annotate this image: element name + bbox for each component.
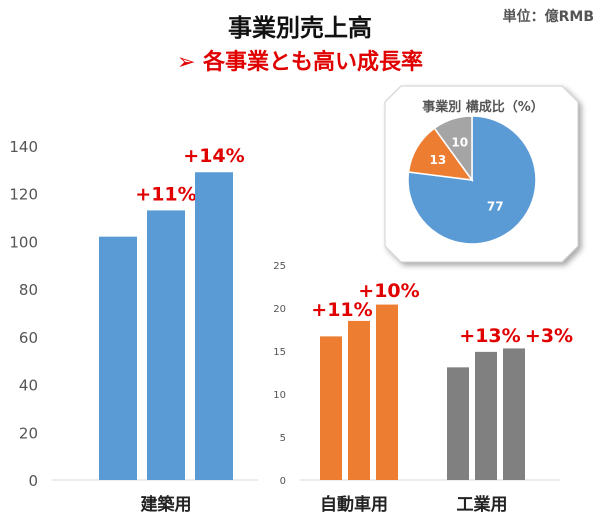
y-tick-label: 100 [9,233,38,251]
y-tick-label: 15 [273,347,286,358]
y-tick-label: 0 [28,472,38,490]
y-tick-label: 0 [280,476,286,487]
y-tick-label: 40 [19,377,38,395]
growth-label: +11% [135,183,196,205]
bar-industrial-2 [475,351,497,480]
category-label: 工業用 [457,494,508,515]
growth-label: +14% [183,145,244,167]
auto-industrial-bar-chart: 0 5 10 15 20 25 自動車用 工業用 +11%+10% +13% +3% [273,261,573,515]
category-label: 建築用 [141,494,192,515]
bar-industrial-3 [503,348,525,480]
pie-slice-label: 77 [487,199,504,213]
pie-slice-label: 10 [451,135,468,149]
growth-label: +3% [525,325,573,347]
pie-title: 事業別 構成比（%） [422,99,544,115]
growth-label: +13% [459,325,520,347]
construction-bar-chart: 0 20 40 60 80 100 120 140 +11% +14% 建築用 [9,138,258,515]
y-tick-label: 120 [9,186,38,204]
page-title: 事業別売上高 [228,14,372,42]
pie-slice-label: 13 [429,153,446,167]
bar-auto-2 [348,320,370,480]
y-tick-label: 20 [19,424,38,442]
bar-auto-3 [376,304,398,480]
y-tick-label: 10 [273,390,286,401]
bar-industrial-1 [447,367,469,480]
bar-construction-3 [195,172,233,480]
y-tick-label: 140 [9,138,38,156]
composition-pie-chart: 事業別 構成比（%） 77 13 10 [384,85,579,263]
growth-label: +10% [358,280,419,302]
growth-label: +11% [311,299,372,321]
category-label: 自動車用 [320,494,388,515]
pie-slice [407,115,537,245]
y-tick-label: 20 [273,304,286,315]
bar-construction-2 [147,210,185,480]
page-subtitle: ➢ 各事業とも高い成長率 [176,50,424,75]
y-tick-label: 60 [19,329,38,347]
y-tick-label: 25 [273,261,286,272]
y-tick-label: 5 [280,433,286,444]
y-tick-label: 80 [19,281,38,299]
bar-auto-1 [320,336,342,480]
pie-slice [433,115,473,183]
unit-label: 単位：億RMB [502,9,594,25]
bar-construction-1 [99,236,137,480]
